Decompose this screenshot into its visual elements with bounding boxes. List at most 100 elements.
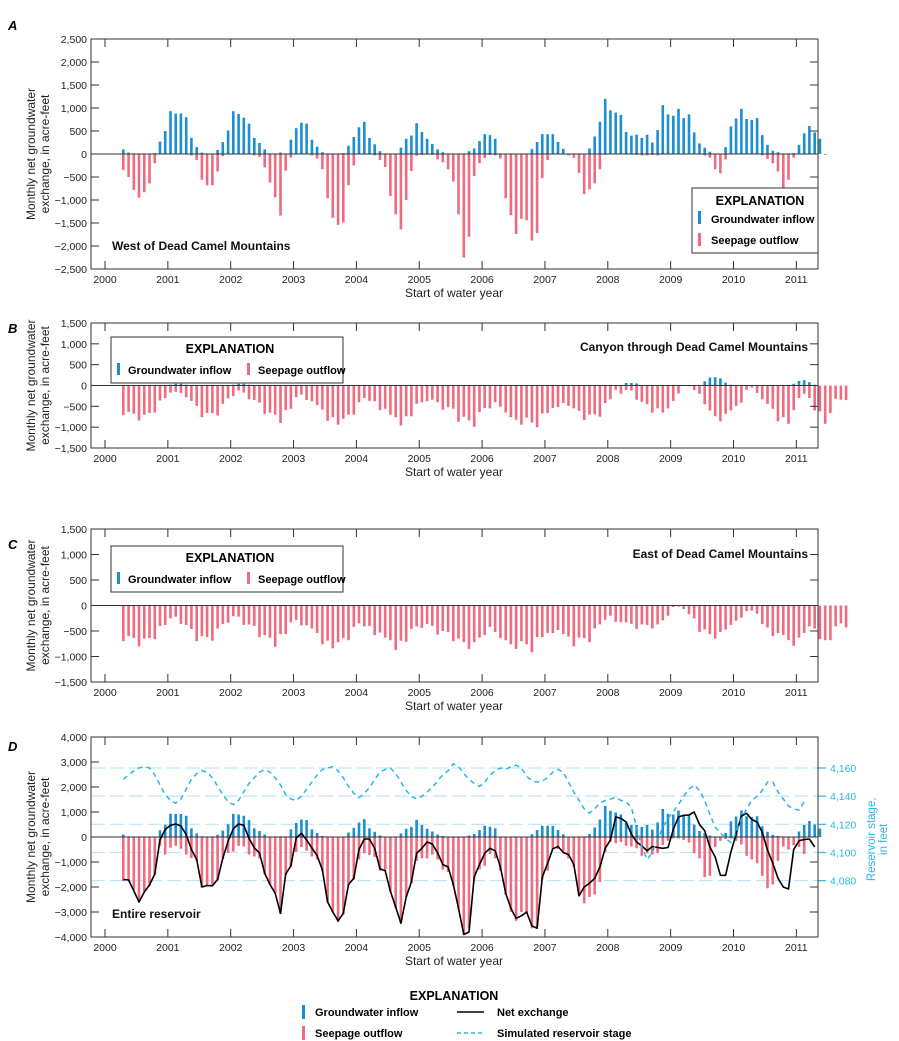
- outflow-bar: [399, 837, 403, 924]
- outflow-bar: [530, 605, 534, 653]
- outflow-bar: [782, 837, 785, 847]
- outflow-bar: [122, 154, 125, 171]
- outflow-bar: [158, 605, 162, 626]
- outflow-bar: [273, 605, 277, 647]
- y-axis-label-line2: exchange, in acre-feet: [38, 545, 52, 664]
- outflow-bar: [378, 154, 382, 160]
- outflow-bar: [834, 385, 837, 399]
- panel-D: D 4,080 4,100 4,120 4,140 4,160 Reservoir stag…: [8, 732, 890, 968]
- outflow-bar: [761, 837, 764, 876]
- x-tick-label: 2000: [93, 942, 117, 954]
- outflow-bar: [703, 154, 706, 156]
- outflow-bar: [200, 837, 204, 888]
- inflow-bar: [698, 831, 701, 837]
- y-tick-label: −1,000: [55, 195, 88, 207]
- outflow-bar: [698, 385, 701, 394]
- outflow-bar: [761, 154, 764, 156]
- inflow-bar: [666, 813, 670, 838]
- inflow-bar: [493, 138, 497, 154]
- inflow-bar: [724, 147, 727, 154]
- right-axis-label: Reservoir stage,in feet: [866, 797, 890, 881]
- outflow-bar: [541, 385, 544, 414]
- outflow-bar: [713, 154, 717, 170]
- outflow-bar: [415, 605, 418, 627]
- outflow-bar: [169, 837, 172, 848]
- y-tick-label: −3,000: [55, 907, 88, 919]
- inflow-bar: [420, 825, 424, 837]
- outflow-bar: [431, 837, 434, 855]
- outflow-bar: [672, 385, 675, 401]
- x-tick-label: 2005: [408, 942, 432, 954]
- x-tick-label: 2006: [470, 687, 494, 699]
- inflow-bar: [708, 835, 712, 837]
- inflow-bar: [258, 143, 261, 154]
- outflow-bar: [802, 385, 806, 394]
- outflow-bar: [221, 837, 225, 859]
- outflow-bar: [143, 605, 146, 639]
- outflow-bar: [399, 154, 403, 230]
- outflow-bar: [389, 837, 392, 892]
- outflow-bar: [640, 154, 644, 156]
- inflow-bar: [232, 813, 235, 838]
- outflow-bar: [431, 385, 434, 400]
- outflow-bar: [237, 837, 240, 846]
- inflow-bar: [808, 125, 811, 154]
- x-tick-label: 2002: [219, 942, 243, 954]
- outflow-bar: [551, 385, 555, 408]
- x-tick-label: 2011: [785, 274, 808, 286]
- inflow-bar: [179, 383, 183, 386]
- x-tick-label: 2010: [722, 453, 746, 465]
- inflow-bar: [813, 132, 816, 154]
- legend-box: [110, 336, 344, 384]
- outflow-bar: [378, 605, 382, 633]
- outflow-bar: [666, 605, 670, 616]
- outflow-bar: [310, 605, 314, 629]
- outflow-bar: [834, 605, 837, 627]
- outflow-bar: [672, 605, 675, 607]
- inflow-bar: [399, 833, 403, 837]
- outflow-bar: [347, 837, 350, 886]
- outflow-bar: [761, 385, 764, 400]
- outflow-bar: [499, 154, 502, 159]
- outflow-bar: [582, 837, 586, 904]
- outflow-bar: [745, 605, 748, 612]
- outflow-bar: [844, 385, 848, 401]
- inflow-bar: [425, 138, 429, 154]
- y-tick-label: 500: [69, 126, 87, 138]
- outflow-bar: [818, 385, 822, 412]
- outflow-bar: [232, 605, 235, 617]
- outflow-bar: [195, 605, 198, 642]
- inflow-bar: [750, 817, 754, 837]
- outflow-bar: [740, 837, 743, 845]
- inflow-bar: [410, 827, 413, 837]
- inflow-bar: [530, 834, 534, 838]
- outflow-bar: [535, 605, 539, 638]
- inflow-bar: [708, 377, 712, 386]
- outflow-bar: [205, 154, 209, 186]
- outflow-bar: [216, 154, 219, 172]
- outflow-bar: [263, 154, 266, 168]
- outflow-bar: [148, 385, 151, 413]
- outflow-bar: [127, 837, 130, 881]
- outflow-bar: [383, 605, 387, 638]
- outflow-bar: [483, 385, 486, 408]
- outflow-bar: [624, 385, 628, 391]
- y-axis-label-line2: exchange, in acre-feet: [38, 94, 52, 213]
- outflow-bar: [530, 385, 534, 423]
- outflow-bar: [719, 605, 722, 632]
- outflow-bar: [740, 605, 743, 618]
- outflow-bar: [713, 605, 717, 639]
- outflow-bar: [363, 837, 366, 854]
- legend-label: Groundwater inflow: [711, 214, 815, 226]
- x-tick-label: 2007: [533, 942, 557, 954]
- outflow-bar: [771, 385, 775, 409]
- outflow-bar: [514, 154, 518, 234]
- x-tick-label: 2003: [282, 942, 306, 954]
- outflow-bar: [268, 605, 272, 638]
- x-tick-label: 2006: [470, 274, 494, 286]
- x-tick-label: 2010: [722, 274, 746, 286]
- outflow-swatch-icon: [302, 1026, 305, 1040]
- outflow-bar: [321, 385, 324, 410]
- outflow-bar: [462, 154, 466, 258]
- inflow-bar: [562, 834, 565, 838]
